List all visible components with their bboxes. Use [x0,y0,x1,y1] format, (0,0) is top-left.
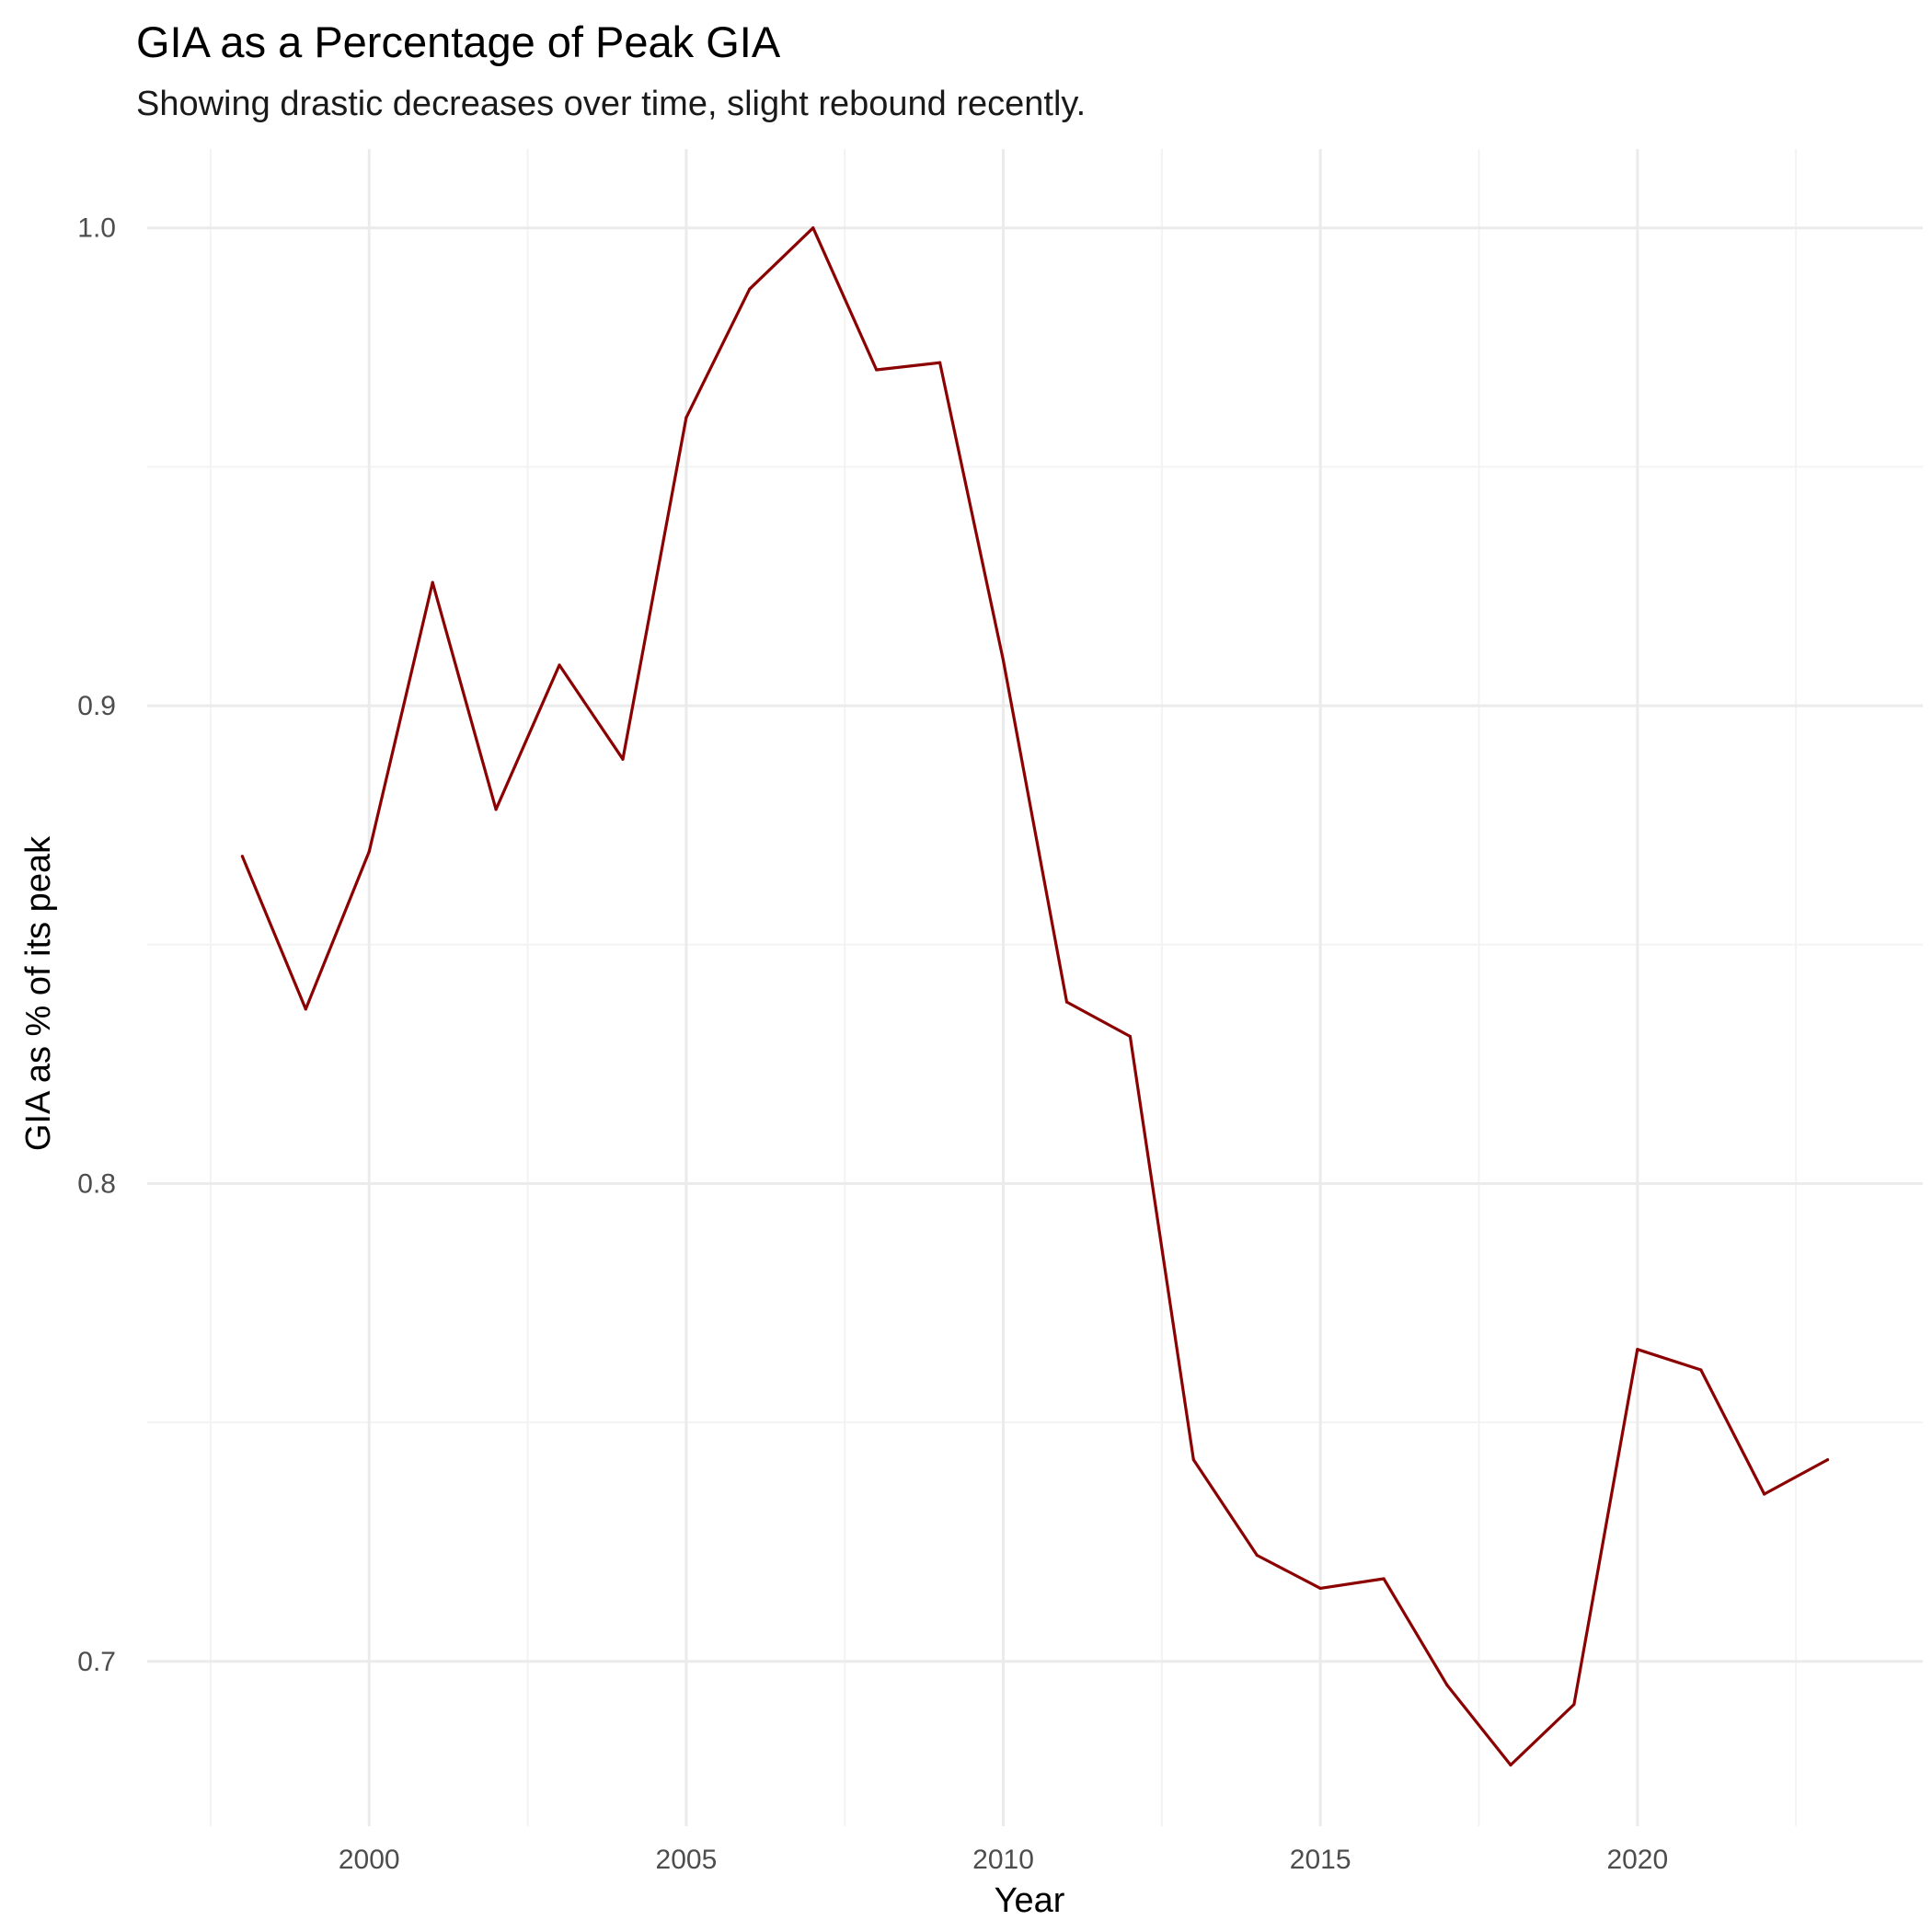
minor-gridlines [147,149,1923,1826]
x-tick-label: 2005 [656,1845,718,1875]
data-point [1191,1458,1195,1462]
data-point [240,855,244,858]
data-point [1064,1000,1069,1004]
data-point [811,226,815,230]
data-point [1572,1702,1576,1707]
y-tick-label: 0.7 [77,1647,116,1677]
y-tick-label: 0.9 [77,691,116,721]
data-point [684,416,688,420]
chart-title: GIA as a Percentage of Peak GIA [136,17,781,66]
data-point [558,663,561,667]
data-point [938,361,942,364]
data-point [1636,1348,1639,1351]
y-tick-label: 1.0 [77,213,116,244]
data-point [1763,1492,1766,1496]
y-tick-label: 0.8 [77,1168,116,1199]
series-line [240,226,1829,1767]
data-point [494,808,498,811]
data-point [1826,1458,1830,1462]
data-point [1382,1577,1386,1581]
data-point [431,581,434,584]
data-point [1509,1763,1512,1767]
data-point [1255,1553,1259,1558]
tick-labels: 2000 2005 2010 2015 2020 0.7 0.8 0.9 1.0 [77,213,1668,1875]
data-point [1128,1034,1132,1039]
x-tick-label: 2020 [1606,1845,1668,1875]
x-tick-label: 2010 [972,1845,1034,1875]
x-axis-title: Year [995,1881,1065,1920]
y-axis-title: GIA as % of its peak [19,835,58,1151]
data-point [304,1007,307,1011]
data-point [748,287,752,291]
series-layer [240,226,1830,1767]
data-point [621,757,625,761]
x-tick-label: 2000 [339,1845,400,1875]
data-point [1318,1586,1322,1590]
chart-subtitle: Showing drastic decreases over time, sli… [136,85,1087,123]
data-point [1001,659,1006,662]
data-point [367,849,371,854]
x-tick-label: 2015 [1290,1845,1351,1875]
data-point [1445,1684,1449,1687]
data-point [875,368,879,372]
major-gridlines [147,149,1923,1826]
data-point [1699,1368,1703,1372]
